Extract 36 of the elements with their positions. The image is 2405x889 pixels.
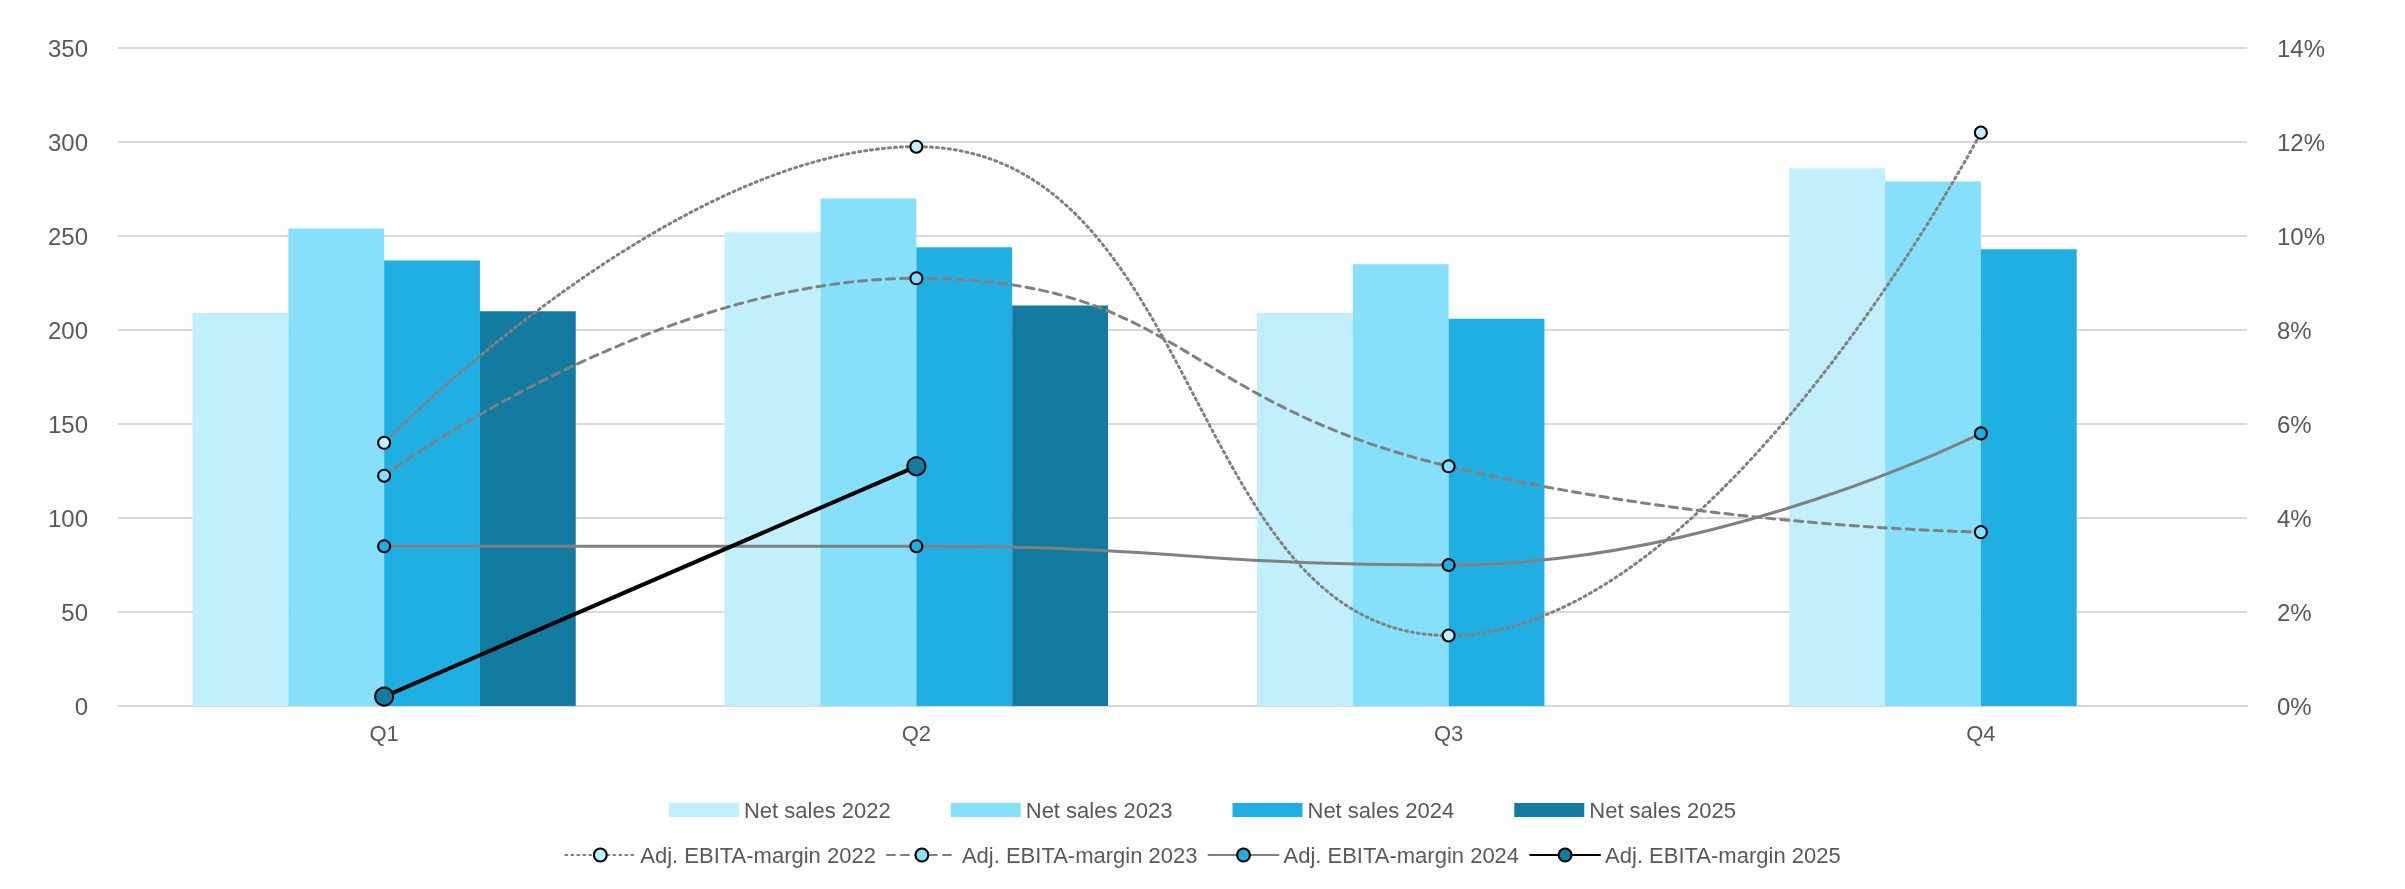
- legend-label: Net sales 2023: [1025, 797, 1173, 823]
- y-tick-label: 100: [47, 504, 88, 532]
- x-tick-label: Q2: [901, 720, 932, 746]
- y-tick-label: 200: [47, 316, 88, 344]
- legend-label: Net sales 2025: [1589, 797, 1737, 823]
- x-tick-label: Q1: [369, 720, 399, 746]
- y-tick-label: 0: [74, 692, 88, 720]
- x-tick-label: Q3: [1433, 720, 1464, 746]
- y-tick-label: 300: [47, 128, 88, 156]
- bar: [1789, 168, 1886, 706]
- legend-label: Adj. EBITA-margin 2025: [1605, 842, 1841, 868]
- y2-tick-label: 8%: [2277, 316, 2312, 344]
- y-tick-label: 250: [47, 222, 88, 250]
- y2-tick-label: 6%: [2277, 410, 2312, 438]
- point: [906, 456, 927, 477]
- bar: [1012, 305, 1108, 706]
- y2-tick-label: 12%: [2277, 128, 2326, 156]
- legend-label: Net sales 2024: [1307, 797, 1455, 823]
- y-tick-label: 150: [47, 410, 88, 438]
- y2-tick-label: 10%: [2277, 222, 2326, 250]
- y2-tick-label: 2%: [2277, 598, 2312, 626]
- legend-label: Adj. EBITA-margin 2022: [640, 842, 876, 868]
- bar: [479, 311, 576, 706]
- y-tick-label: 350: [47, 34, 88, 62]
- y2-tick-label: 0%: [2277, 692, 2312, 720]
- legend-label: Net sales 2022: [743, 797, 891, 823]
- bar: [1257, 313, 1353, 706]
- y-tick-label: 50: [61, 598, 88, 626]
- legend-label: Adj. EBITA-margin 2024: [1283, 842, 1520, 868]
- bar: [192, 313, 289, 706]
- bar: [724, 232, 821, 706]
- y2-tick-label: 4%: [2277, 504, 2312, 532]
- point: [374, 686, 395, 707]
- x-tick-label: Q4: [1966, 720, 1996, 746]
- legend-label: Adj. EBITA-margin 2023: [961, 842, 1198, 868]
- y2-tick-label: 14%: [2277, 34, 2326, 62]
